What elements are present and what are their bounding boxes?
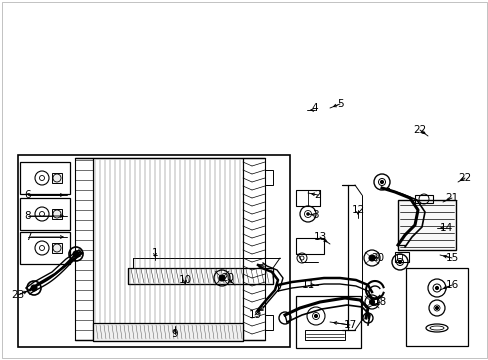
Bar [20, 162, 70, 194]
Bar [295, 296, 360, 348]
Text: 16: 16 [445, 280, 458, 290]
Text: 2: 2 [314, 190, 321, 200]
Circle shape [73, 251, 79, 257]
Text: 20: 20 [221, 273, 234, 283]
Text: 19: 19 [248, 310, 261, 320]
Bar [52, 243, 62, 253]
Bar [18, 155, 289, 347]
Text: 22: 22 [457, 173, 470, 183]
Text: 23: 23 [11, 290, 24, 300]
Circle shape [53, 174, 61, 182]
Bar [295, 190, 319, 206]
Bar [52, 209, 62, 219]
Circle shape [435, 306, 438, 310]
Bar [128, 268, 272, 284]
Text: 20: 20 [371, 253, 384, 263]
Text: 13: 13 [313, 232, 326, 242]
Bar [93, 323, 243, 341]
Text: 10: 10 [178, 275, 191, 285]
Circle shape [368, 255, 374, 261]
Bar [264, 315, 272, 330]
Circle shape [306, 213, 308, 215]
Text: 3: 3 [311, 210, 318, 220]
Text: 22: 22 [412, 125, 426, 135]
Circle shape [369, 300, 374, 305]
Bar [397, 200, 455, 250]
Bar [52, 173, 62, 183]
Bar [414, 195, 432, 203]
Circle shape [435, 287, 438, 289]
Text: 14: 14 [439, 223, 452, 233]
Bar [264, 170, 272, 185]
Text: 6: 6 [24, 190, 31, 200]
Bar [405, 268, 467, 346]
Text: 12: 12 [351, 205, 364, 215]
Text: 9: 9 [171, 329, 178, 339]
Text: 17: 17 [343, 320, 356, 330]
Bar [75, 158, 93, 340]
Bar [394, 252, 408, 262]
Text: 7: 7 [24, 232, 31, 242]
Bar [20, 232, 70, 264]
Circle shape [380, 180, 383, 184]
Text: 15: 15 [445, 253, 458, 263]
Text: 4: 4 [311, 103, 318, 113]
Circle shape [398, 261, 401, 264]
Circle shape [31, 285, 37, 291]
Text: 18: 18 [373, 297, 386, 307]
Bar [295, 238, 324, 254]
Bar [243, 158, 264, 340]
Circle shape [53, 244, 61, 252]
Text: 11: 11 [301, 280, 314, 290]
Bar [396, 254, 401, 260]
Circle shape [53, 210, 61, 218]
Circle shape [219, 275, 224, 281]
Bar [93, 158, 243, 340]
Text: 1: 1 [151, 248, 158, 258]
Circle shape [314, 315, 317, 318]
Text: 5: 5 [336, 99, 343, 109]
Text: 8: 8 [24, 211, 31, 221]
Bar [20, 198, 70, 230]
Text: 21: 21 [445, 193, 458, 203]
Bar [305, 330, 345, 340]
